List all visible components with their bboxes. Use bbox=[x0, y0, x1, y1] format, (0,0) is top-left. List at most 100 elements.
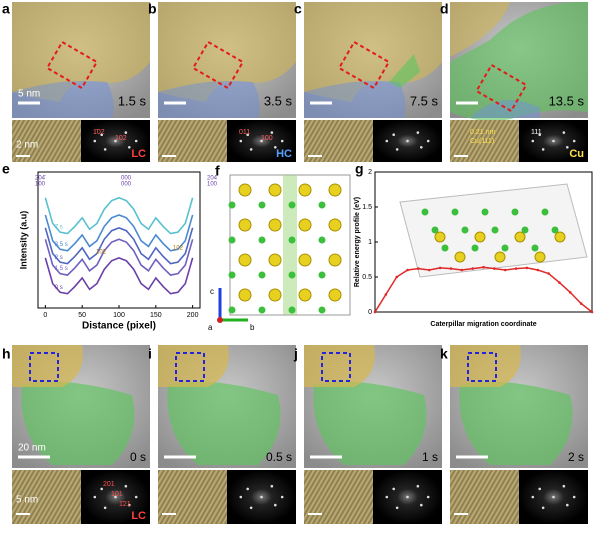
panel-letter: c bbox=[294, 1, 302, 17]
label: 111 bbox=[531, 129, 542, 136]
s-atom bbox=[258, 271, 266, 279]
s-atom bbox=[471, 244, 479, 252]
point bbox=[417, 267, 420, 270]
cu-atom bbox=[554, 231, 566, 243]
peak-label: 102 bbox=[173, 246, 184, 252]
panel-letter: d bbox=[440, 1, 449, 17]
migration-band bbox=[283, 175, 297, 315]
cu-region bbox=[167, 381, 281, 465]
s-atom bbox=[531, 244, 539, 252]
s-atom bbox=[228, 271, 236, 279]
label: LC bbox=[131, 510, 146, 522]
cu-region bbox=[21, 381, 135, 465]
x-tick-label: 100 bbox=[113, 312, 125, 319]
point bbox=[449, 267, 453, 270]
point bbox=[536, 268, 540, 272]
fft-spot bbox=[392, 487, 396, 491]
fft-spot bbox=[538, 133, 541, 136]
fft-spot bbox=[246, 487, 249, 491]
point bbox=[395, 275, 399, 279]
s-atom bbox=[318, 271, 326, 279]
point bbox=[438, 266, 442, 270]
point bbox=[493, 267, 496, 270]
fft-spot bbox=[562, 484, 566, 488]
fft-spot bbox=[274, 146, 277, 149]
cu-region bbox=[459, 381, 573, 465]
peak-label: 204̄ bbox=[35, 176, 46, 182]
point bbox=[579, 302, 583, 305]
s-atom bbox=[228, 201, 236, 209]
cu-atom bbox=[328, 288, 342, 302]
series-line bbox=[44, 226, 194, 265]
y-tick-label: 2 bbox=[368, 169, 372, 176]
panel-letter: h bbox=[2, 346, 11, 362]
label: 011 bbox=[239, 129, 250, 136]
label: 102 bbox=[115, 135, 127, 142]
peak-label: 102 bbox=[96, 250, 107, 256]
x-tick-label: 200 bbox=[187, 312, 199, 319]
fft-spot bbox=[566, 146, 569, 149]
hrtem-inset bbox=[304, 470, 373, 524]
time-label: 0.5 s bbox=[266, 450, 292, 464]
point bbox=[460, 268, 464, 272]
series-line bbox=[44, 214, 194, 252]
s-atom bbox=[421, 208, 429, 216]
fft-spot bbox=[416, 131, 420, 134]
panel-letter: f bbox=[215, 163, 220, 179]
cu-atom bbox=[268, 218, 282, 232]
cu-atom bbox=[268, 183, 282, 197]
series-label: 2 s bbox=[55, 255, 63, 261]
peak-label: 000 bbox=[121, 176, 132, 182]
s-atom bbox=[258, 201, 266, 209]
y-tick-label: 1 bbox=[368, 239, 372, 246]
label: 0.21 nm bbox=[470, 129, 495, 136]
lc-region bbox=[158, 345, 229, 387]
time-label: 2 s bbox=[568, 450, 584, 464]
fft-spot bbox=[280, 139, 284, 143]
fft-spot bbox=[395, 148, 399, 151]
fft-spot bbox=[103, 148, 107, 151]
lc-region bbox=[450, 345, 521, 387]
label: 5 nm bbox=[16, 495, 38, 506]
time-label: 3.5 s bbox=[264, 93, 293, 108]
hrtem-inset bbox=[450, 470, 519, 524]
s-atom bbox=[551, 226, 559, 234]
fft-spot bbox=[531, 139, 535, 143]
label: 101 bbox=[111, 491, 123, 498]
fft-spot bbox=[566, 503, 569, 507]
point bbox=[558, 281, 561, 284]
series-line bbox=[44, 238, 194, 276]
s-atom bbox=[288, 201, 296, 209]
cu-atom bbox=[238, 253, 252, 267]
fft-spot bbox=[100, 133, 103, 136]
cu-atom bbox=[298, 218, 312, 232]
time-label: 13.5 s bbox=[549, 93, 585, 108]
axis-origin bbox=[217, 317, 223, 323]
fft-spot bbox=[274, 503, 277, 507]
fft-spot bbox=[572, 139, 576, 143]
s-atom bbox=[511, 208, 519, 216]
hc-region bbox=[12, 81, 114, 118]
cu-atom bbox=[328, 218, 342, 232]
fft-spot bbox=[406, 139, 409, 143]
fft-spot bbox=[406, 495, 409, 499]
s-atom bbox=[541, 208, 549, 216]
fft-spot bbox=[426, 139, 430, 143]
fft-spot bbox=[134, 495, 138, 499]
panel-letter: k bbox=[440, 346, 448, 362]
series-line bbox=[44, 196, 194, 235]
fft-spot bbox=[114, 495, 117, 499]
point bbox=[471, 267, 474, 270]
cu-atom bbox=[268, 288, 282, 302]
peak-label: 100 bbox=[207, 182, 218, 188]
series-line bbox=[374, 266, 593, 313]
time-label: 0 s bbox=[130, 450, 146, 464]
fft-spot bbox=[124, 131, 128, 134]
cu-atom bbox=[238, 183, 252, 197]
label: 20 nm bbox=[18, 443, 46, 454]
point bbox=[590, 310, 594, 314]
fft-spot bbox=[124, 484, 128, 488]
panel-letter: g bbox=[355, 161, 364, 177]
label: HC bbox=[276, 148, 292, 160]
fft-spot bbox=[552, 495, 555, 499]
